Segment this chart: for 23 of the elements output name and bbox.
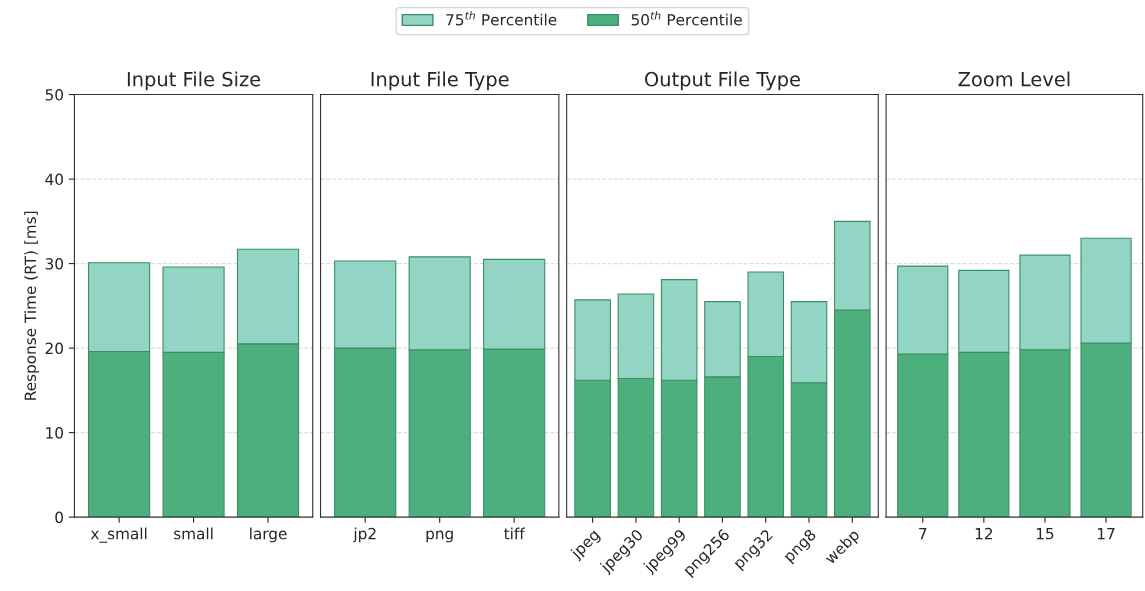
- y-tick-label: 10: [46, 427, 63, 439]
- y-axis-title: Response Time (RT) [ms]: [24, 211, 40, 400]
- x-tick-label: png: [426, 530, 453, 543]
- y-tick-label: 0: [55, 511, 63, 524]
- y-tick-label: 40: [45, 173, 63, 186]
- x-tick-label: small: [174, 527, 213, 540]
- x-tick-label: 7: [919, 528, 927, 540]
- x-tick-label: 15: [1036, 528, 1054, 540]
- x-tick-label: tiff: [504, 527, 525, 540]
- legend-label: 75$^{th}$ Percentile: [446, 11, 557, 26]
- y-tick-label: 50: [45, 89, 63, 101]
- chart-title: Input File Type: [371, 71, 509, 91]
- x-tick-label: jp2: [353, 527, 376, 543]
- chart-title: Output File Type: [645, 71, 800, 91]
- legend-label: 50$^{th}$ Percentile: [631, 11, 742, 26]
- x-tick-label: 17: [1098, 528, 1115, 540]
- x-tick-label: 12: [975, 527, 993, 540]
- y-tick-label: 30: [45, 258, 63, 270]
- x-tick-label: large: [250, 527, 287, 543]
- chart-title: Zoom Level: [958, 71, 1070, 87]
- y-tick-label: 20: [45, 342, 63, 355]
- chart-title: Input File Size: [127, 71, 261, 91]
- x-tick-label: x_small: [90, 527, 147, 543]
